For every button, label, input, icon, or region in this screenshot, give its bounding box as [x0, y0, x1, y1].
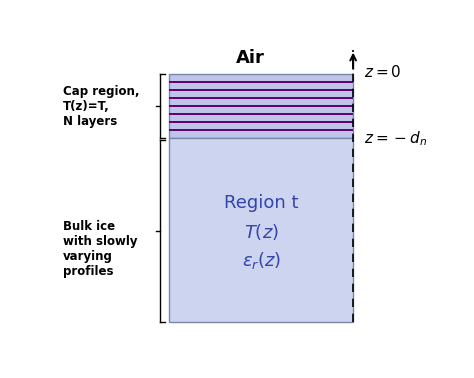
Text: Cap region,
T(z)=T,
N layers: Cap region, T(z)=T, N layers — [63, 85, 139, 128]
Text: Bulk ice
with slowly
varying
profiles: Bulk ice with slowly varying profiles — [63, 220, 137, 278]
Text: $z = 0$: $z = 0$ — [364, 64, 401, 79]
Text: $T(z)$: $T(z)$ — [244, 222, 279, 242]
Text: Air: Air — [236, 50, 264, 67]
Text: $z = -d_n$: $z = -d_n$ — [364, 129, 428, 148]
Bar — [169, 74, 353, 138]
Text: Region t: Region t — [224, 194, 299, 212]
Bar — [169, 138, 353, 322]
Text: $\epsilon_r(z)$: $\epsilon_r(z)$ — [242, 250, 281, 271]
